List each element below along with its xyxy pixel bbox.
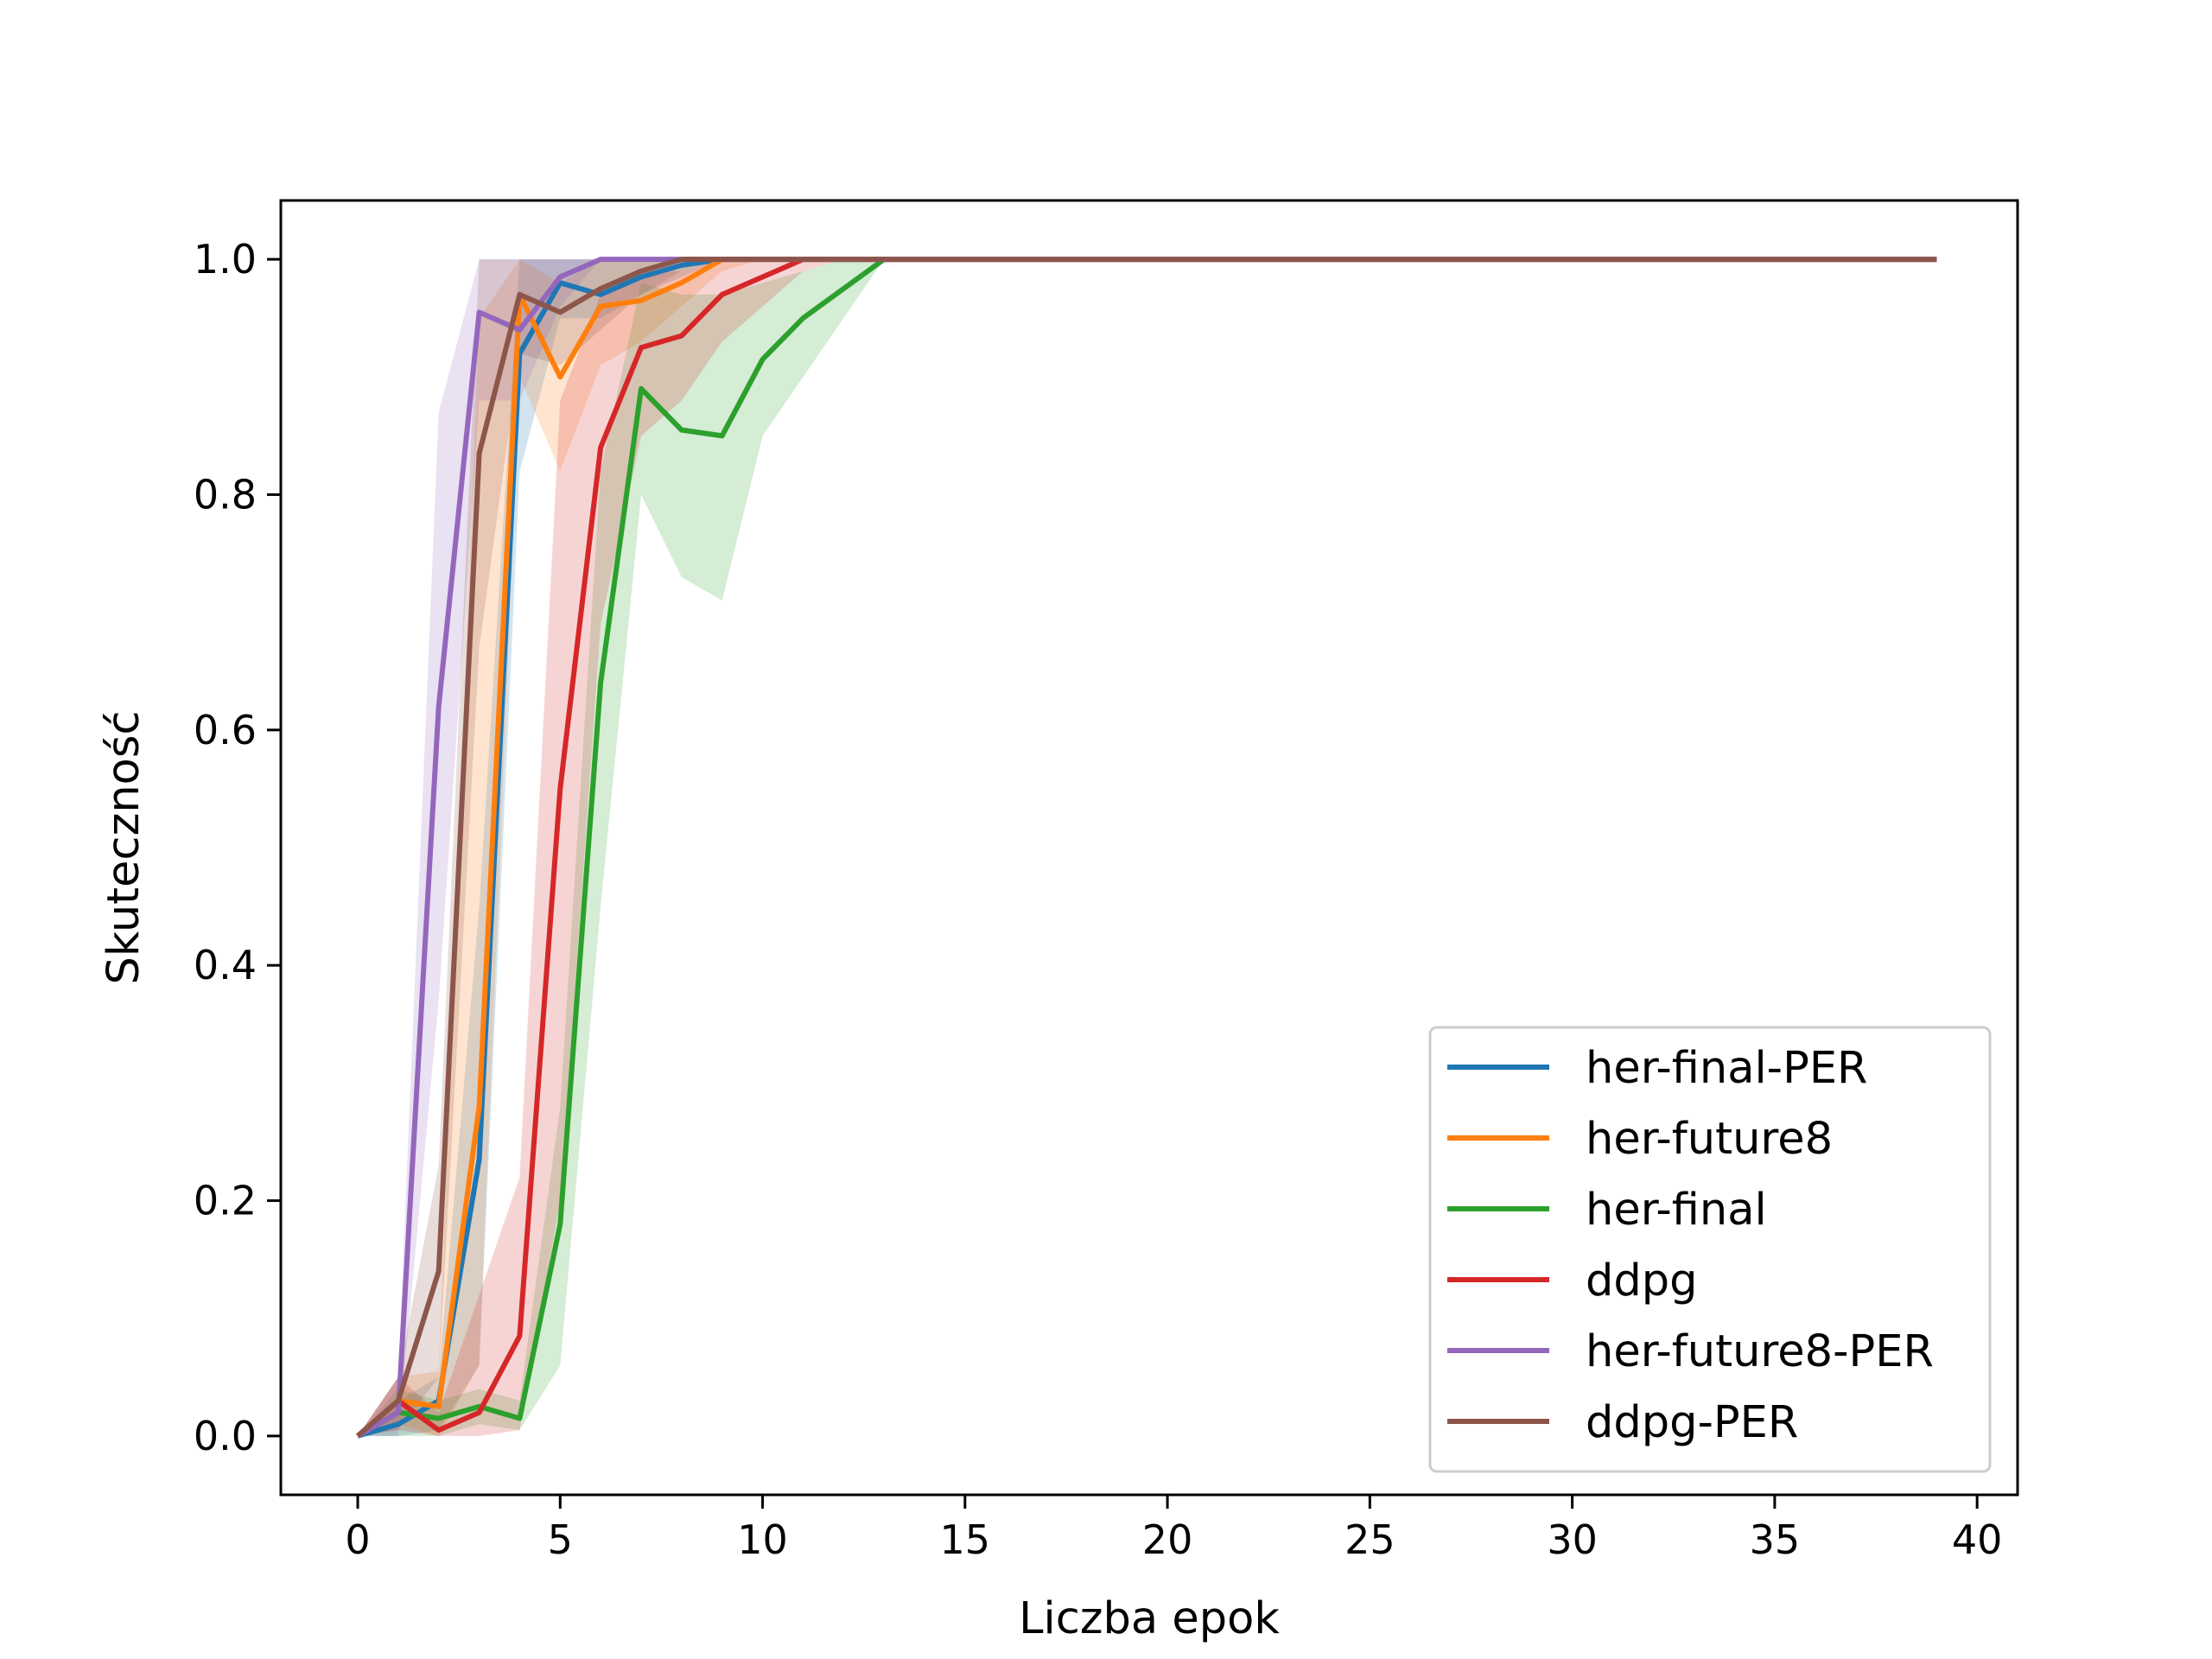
legend: her-final-PER her-future8 her-final ddpg her… [1428,1026,1992,1473]
plot-frame [279,199,2019,1497]
band-ddpg [358,259,1937,1436]
y-axis-title: Skuteczność [99,711,149,985]
x-tick-label: 30 [1547,1516,1598,1563]
y-tick-label: 0.6 [194,707,257,753]
legend-box [1428,1026,1992,1473]
legend-label: ddpg-PER [1586,1397,1798,1448]
x-tick-label: 0 [345,1516,370,1563]
y-tick-label: 1.0 [194,236,257,283]
x-tick-label: 5 [548,1516,573,1563]
x-axis-title: Liczba epok [1019,1593,1280,1644]
y-axis: 0.0 0.2 0.4 0.6 0.8 1.0 [194,236,281,1459]
series-line-ddpg-PER [356,257,1937,1439]
x-tick-label: 10 [737,1516,788,1563]
x-tick-label: 25 [1344,1516,1395,1563]
legend-label: ddpg [1586,1255,1698,1306]
x-tick-label: 35 [1750,1516,1801,1563]
x-tick-label: 40 [1952,1516,2003,1563]
y-tick-label: 0.8 [194,471,257,518]
legend-label: her-future8 [1586,1114,1833,1165]
legend-label: her-final [1586,1185,1767,1236]
x-axis: 0 5 10 15 20 25 30 35 40 [345,1495,2002,1563]
x-tick-label: 20 [1142,1516,1193,1563]
y-tick-label: 0.4 [194,942,257,988]
legend-label: her-final-PER [1586,1043,1868,1094]
x-tick-label: 15 [940,1516,991,1563]
y-tick-label: 0.0 [194,1413,257,1459]
y-tick-label: 0.2 [194,1178,257,1224]
legend-label: her-future8-PER [1586,1326,1934,1377]
series-lines [356,257,1937,1439]
